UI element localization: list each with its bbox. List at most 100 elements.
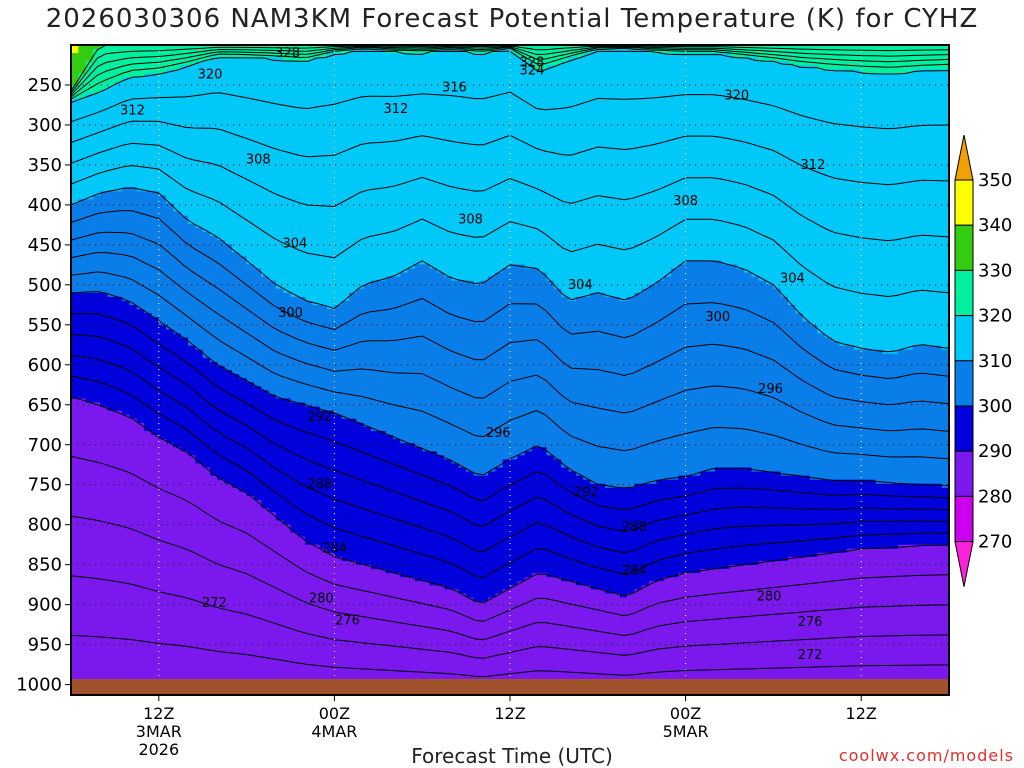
fill-cell xyxy=(137,366,145,371)
fill-cell xyxy=(225,354,233,359)
fill-cell xyxy=(130,354,138,359)
fill-cell xyxy=(217,342,225,347)
fill-cell xyxy=(151,528,159,533)
fill-cell xyxy=(181,321,189,326)
fill-cell xyxy=(276,606,284,611)
fill-cell xyxy=(239,309,247,314)
fill-cell xyxy=(291,520,299,525)
fill-cell xyxy=(100,492,108,497)
fill-cell xyxy=(108,301,116,306)
fill-cell xyxy=(166,459,174,464)
fill-cell xyxy=(130,126,138,131)
fill-cell xyxy=(217,102,225,107)
fill-cell xyxy=(151,618,159,623)
fill-cell xyxy=(232,289,240,294)
fill-cell xyxy=(166,581,174,586)
fill-cell xyxy=(166,333,174,338)
fill-cell xyxy=(71,224,79,229)
fill-cell xyxy=(269,179,277,184)
fill-cell xyxy=(122,577,130,582)
fill-cell xyxy=(144,561,152,566)
fill-cell xyxy=(210,419,218,424)
fill-cell xyxy=(173,240,181,245)
fill-cell xyxy=(247,342,255,347)
fill-cell xyxy=(100,305,108,310)
fill-cell xyxy=(115,508,123,513)
fill-cell xyxy=(232,553,240,558)
fill-cell xyxy=(137,338,145,343)
fill-cell xyxy=(276,557,284,562)
fill-cell xyxy=(195,398,203,403)
fill-cell xyxy=(137,667,145,672)
fill-cell xyxy=(225,321,233,326)
fill-cell xyxy=(239,431,247,436)
fill-cell xyxy=(137,171,145,176)
fill-cell xyxy=(269,309,277,314)
fill-cell xyxy=(173,398,181,403)
fill-cell xyxy=(71,545,79,550)
fill-cell xyxy=(254,346,262,351)
fill-cell xyxy=(93,431,101,436)
fill-cell xyxy=(188,626,196,631)
fill-cell xyxy=(151,285,159,290)
fill-cell xyxy=(232,593,240,598)
fill-cell xyxy=(261,118,269,123)
fill-cell xyxy=(188,301,196,306)
fill-cell xyxy=(247,606,255,611)
fill-cell xyxy=(254,472,262,477)
fill-cell xyxy=(239,208,247,213)
fill-cell xyxy=(195,528,203,533)
fill-cell xyxy=(137,220,145,225)
fill-cell xyxy=(269,86,277,91)
fill-cell xyxy=(71,658,79,663)
fill-cell xyxy=(86,143,94,148)
fill-cell xyxy=(239,138,247,143)
fill-cell xyxy=(108,378,116,383)
fill-cell xyxy=(181,98,189,103)
fill-cell xyxy=(188,106,196,111)
fill-cell xyxy=(269,496,277,501)
fill-cell xyxy=(151,354,159,359)
fill-cell xyxy=(269,573,277,578)
fill-cell xyxy=(137,350,145,355)
fill-cell xyxy=(225,528,233,533)
fill-cell xyxy=(254,78,262,83)
fill-cell xyxy=(78,403,86,408)
fill-cell xyxy=(232,126,240,131)
fill-cell xyxy=(166,86,174,91)
fill-cell xyxy=(283,390,291,395)
fill-cell xyxy=(283,220,291,225)
fill-cell xyxy=(115,610,123,615)
fill-cell xyxy=(239,675,247,680)
fill-cell xyxy=(78,524,86,529)
fill-cell xyxy=(254,585,262,590)
fill-cell xyxy=(159,516,167,521)
fill-cell xyxy=(225,110,233,115)
fill-cell xyxy=(247,411,255,416)
fill-cell xyxy=(78,122,86,127)
fill-cell xyxy=(261,561,269,566)
fill-cell xyxy=(100,301,108,306)
fill-cell xyxy=(247,577,255,582)
fill-cell xyxy=(115,90,123,95)
fill-cell xyxy=(122,382,130,387)
fill-cell xyxy=(86,455,94,460)
fill-cell xyxy=(291,147,299,152)
fill-cell xyxy=(239,589,247,594)
fill-cell xyxy=(217,147,225,152)
fill-cell xyxy=(254,236,262,241)
fill-cell xyxy=(71,126,79,131)
fill-cell xyxy=(100,362,108,367)
fill-cell xyxy=(291,321,299,326)
fill-cell xyxy=(261,500,269,505)
fill-cell xyxy=(71,618,79,623)
fill-cell xyxy=(166,110,174,115)
fill-cell xyxy=(247,557,255,562)
fill-cell xyxy=(181,370,189,375)
fill-cell xyxy=(130,264,138,269)
fill-cell xyxy=(166,195,174,200)
fill-cell xyxy=(115,606,123,611)
fill-cell xyxy=(78,561,86,566)
fill-cell xyxy=(203,415,211,420)
fill-cell xyxy=(232,338,240,343)
